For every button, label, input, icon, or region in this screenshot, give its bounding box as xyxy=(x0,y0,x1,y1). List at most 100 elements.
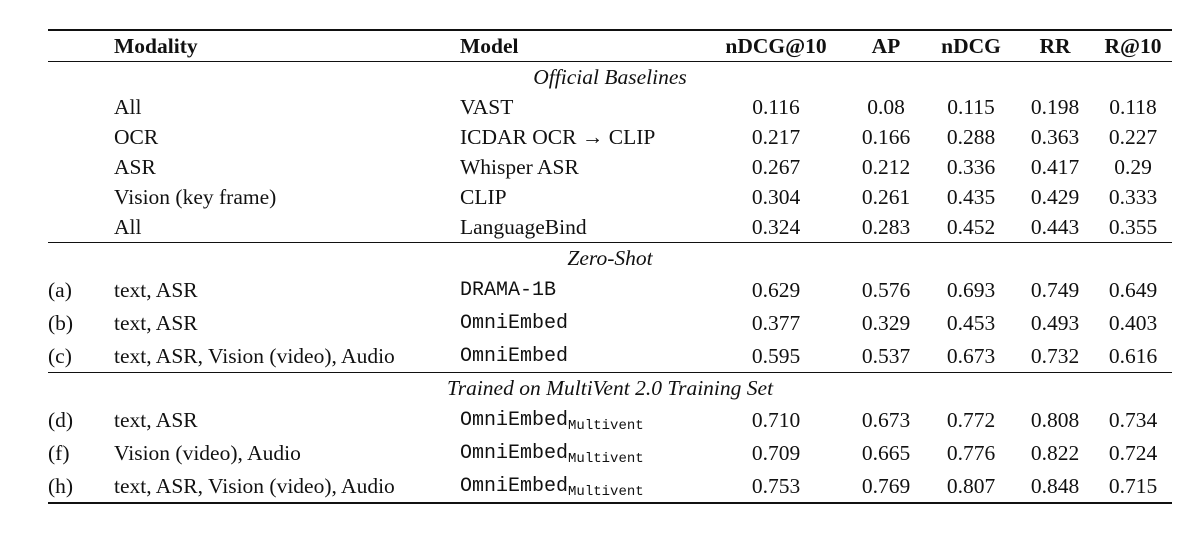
metric-ndcg: 0.288 xyxy=(946,125,996,149)
metric-rr: 0.429 xyxy=(1030,185,1080,209)
table-group: Official Baselines All VAST 0.116 0.08 0.115 0… xyxy=(48,62,1172,243)
metric-r10: 0.333 xyxy=(1108,185,1158,209)
table-row: (d) text, ASR OmniEmbedMultivent 0.710 0.673… xyxy=(48,403,1172,436)
header-row: Modality Model nDCG@10 AP nDCG RR R@10 xyxy=(48,29,1172,62)
row-tag: (a) xyxy=(48,277,72,302)
model-name: DRAMA-1B xyxy=(460,279,557,302)
metric-ndcg: 0.807 xyxy=(926,469,1016,504)
modality-cell: Vision (video), Audio xyxy=(114,440,301,465)
header-model: Model xyxy=(460,29,706,62)
row-tag xyxy=(48,182,114,212)
model-cell: VAST xyxy=(460,92,706,122)
model-name: OmniEmbed xyxy=(460,345,569,368)
modality-cell: text, ASR xyxy=(114,310,198,335)
model-subscript: Multivent xyxy=(568,451,644,467)
model-cell: OmniEmbedMultivent xyxy=(460,469,706,504)
row-tag xyxy=(48,92,114,122)
table-group: Trained on MultiVent 2.0 Training Set (d)… xyxy=(48,373,1172,504)
table-row: (c) text, ASR, Vision (video), Audio OmniE… xyxy=(48,339,1172,373)
model-name: OmniEmbed xyxy=(460,475,569,498)
metric-ap: 0.261 xyxy=(861,185,911,209)
table-group: Zero-Shot (a) text, ASR DRAMA-1B 0.629 0.576 0… xyxy=(48,243,1172,373)
model-subscript: Multivent xyxy=(568,484,644,500)
metric-ndcg: 0.776 xyxy=(946,440,996,465)
metric-ap: 0.283 xyxy=(846,212,926,243)
metric-rr: 0.822 xyxy=(1030,440,1080,465)
model-name: CLIP xyxy=(460,185,507,209)
metric-rr: 0.732 xyxy=(1016,339,1094,373)
section-header-row: Trained on MultiVent 2.0 Training Set xyxy=(48,373,1172,404)
metric-ap: 0.08 xyxy=(867,95,905,119)
metric-ndcg: 0.336 xyxy=(946,155,996,179)
results-table: Modality Model nDCG@10 AP nDCG RR R@10 O… xyxy=(48,29,1172,504)
metric-ap: 0.576 xyxy=(861,277,911,302)
metric-r10: 0.403 xyxy=(1108,310,1158,335)
model-name: ICDAR OCR → CLIP xyxy=(460,125,656,149)
modality-cell: OCR xyxy=(114,125,159,149)
metric-rr: 0.808 xyxy=(1030,407,1080,432)
model-cell: OmniEmbedMultivent xyxy=(460,403,706,436)
model-cell: OmniEmbed xyxy=(460,339,706,373)
row-tag xyxy=(48,152,114,182)
model-cell: DRAMA-1B xyxy=(460,273,706,306)
header-ndcg10: nDCG@10 xyxy=(706,29,846,62)
row-tag: (f) xyxy=(48,440,70,465)
modality-cell: All xyxy=(114,95,142,119)
metric-ap: 0.537 xyxy=(846,339,926,373)
table-row: ASR Whisper ASR 0.267 0.212 0.336 0.417 0.29 xyxy=(48,152,1172,182)
metric-r10: 0.724 xyxy=(1108,440,1158,465)
modality-cell: text, ASR xyxy=(114,407,198,432)
model-name: LanguageBind xyxy=(460,215,587,239)
section-header-row: Zero-Shot xyxy=(48,243,1172,274)
modality-cell: Vision (key frame) xyxy=(114,185,277,209)
metric-ndcg10: 0.116 xyxy=(752,95,800,119)
model-cell: OmniEmbed xyxy=(460,306,706,339)
metric-r10: 0.649 xyxy=(1108,277,1158,302)
metric-ndcg10: 0.217 xyxy=(751,125,801,149)
row-tag: (h) xyxy=(48,469,114,504)
model-subscript: Multivent xyxy=(568,418,644,434)
metric-rr: 0.749 xyxy=(1030,277,1080,302)
table-row: All VAST 0.116 0.08 0.115 0.198 0.118 xyxy=(48,92,1172,122)
header-ndcg: nDCG xyxy=(926,29,1016,62)
model-cell: Whisper ASR xyxy=(460,152,706,182)
metric-ndcg10: 0.377 xyxy=(751,310,801,335)
table-row: (f) Vision (video), Audio OmniEmbedMultive… xyxy=(48,436,1172,469)
metric-ndcg: 0.673 xyxy=(926,339,1016,373)
metric-rr: 0.198 xyxy=(1030,95,1080,119)
modality-cell: All xyxy=(114,212,460,243)
metric-ap: 0.673 xyxy=(861,407,911,432)
row-tag: (d) xyxy=(48,407,74,432)
metric-ndcg10: 0.753 xyxy=(706,469,846,504)
metric-ap: 0.212 xyxy=(861,155,911,179)
header-rr: RR xyxy=(1016,29,1094,62)
table-row: (h) text, ASR, Vision (video), Audio OmniE… xyxy=(48,469,1172,504)
table-row: All LanguageBind 0.324 0.283 0.452 0.443 0.355 xyxy=(48,212,1172,243)
metric-ndcg: 0.115 xyxy=(947,95,995,119)
metric-ndcg10: 0.304 xyxy=(751,185,801,209)
modality-cell: text, ASR xyxy=(114,277,198,302)
metric-r10: 0.355 xyxy=(1094,212,1172,243)
row-tag: (c) xyxy=(48,339,114,373)
modality-cell: text, ASR, Vision (video), Audio xyxy=(114,469,460,504)
section-title: Official Baselines xyxy=(533,65,687,89)
header-modality: Modality xyxy=(114,29,460,62)
table-row: (a) text, ASR DRAMA-1B 0.629 0.576 0.693 0.749… xyxy=(48,273,1172,306)
row-tag: (b) xyxy=(48,310,74,335)
metric-ap: 0.769 xyxy=(846,469,926,504)
metric-rr: 0.493 xyxy=(1030,310,1080,335)
header-r10: R@10 xyxy=(1094,29,1172,62)
section-header-row: Official Baselines xyxy=(48,62,1172,93)
section-title: Trained on MultiVent 2.0 Training Set xyxy=(446,376,774,400)
metric-ndcg10: 0.324 xyxy=(706,212,846,243)
metric-ap: 0.166 xyxy=(861,125,911,149)
metric-ndcg: 0.772 xyxy=(946,407,996,432)
metric-rr: 0.417 xyxy=(1030,155,1080,179)
model-name: VAST xyxy=(460,95,514,119)
metric-r10: 0.227 xyxy=(1108,125,1158,149)
model-name: OmniEmbed xyxy=(460,312,569,335)
metric-ap: 0.665 xyxy=(861,440,911,465)
metric-ndcg10: 0.595 xyxy=(706,339,846,373)
metric-ndcg: 0.435 xyxy=(946,185,996,209)
metric-r10: 0.734 xyxy=(1108,407,1158,432)
